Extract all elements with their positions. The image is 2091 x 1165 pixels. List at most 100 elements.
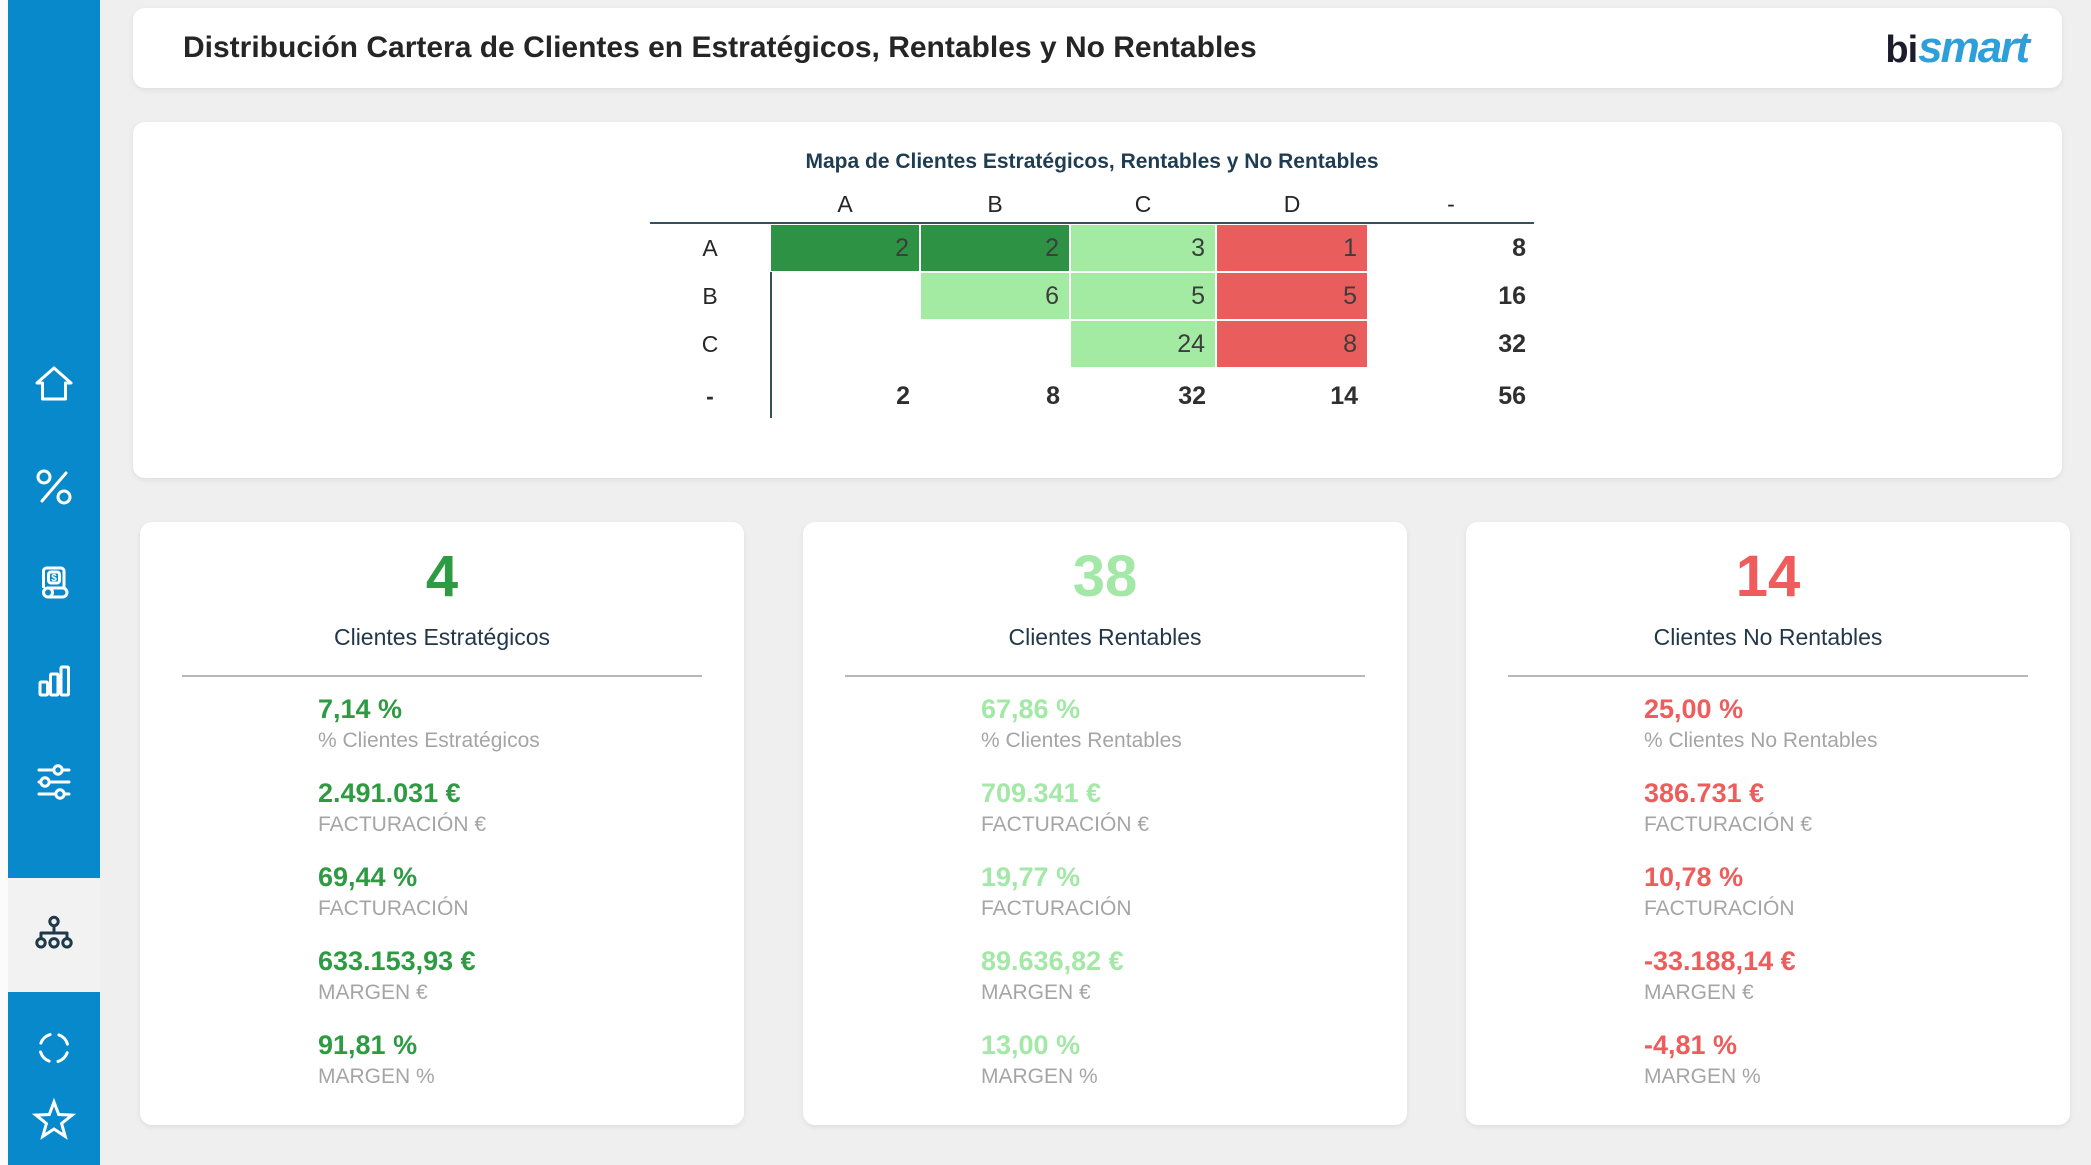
matrix-row-total: 8 <box>1512 233 1526 262</box>
sidebar-item-org-chart[interactable] <box>8 878 100 992</box>
sidebar-item-sliders[interactable] <box>8 750 100 814</box>
metric-label: FACTURACIÓN € <box>1644 813 1813 836</box>
metric: 19,77 % FACTURACIÓN <box>981 859 1407 943</box>
header-bar: Distribución Cartera de Clientes en Estr… <box>133 8 2062 88</box>
sidebar-item-invoice[interactable]: $ <box>8 552 100 616</box>
bar-chart-icon <box>38 665 70 697</box>
metric: 709.341 € FACTURACIÓN € <box>981 775 1407 859</box>
matrix-col-header: D <box>1216 186 1368 224</box>
bismart-logo: bi smart <box>1885 23 2030 73</box>
matrix-cell[interactable] <box>770 320 920 368</box>
left-gutter <box>0 0 8 1165</box>
star-icon <box>31 1097 77 1140</box>
matrix-cell[interactable]: 2 <box>770 224 920 272</box>
kpi-title: Clientes Rentables <box>1008 624 1202 650</box>
logo-smart-text: smart <box>1918 23 2030 72</box>
metric-value: 25,00 % <box>1644 694 1744 724</box>
matrix-cell[interactable]: 5 <box>1070 272 1216 320</box>
metric-label: FACTURACIÓN <box>318 897 469 920</box>
matrix-cell[interactable]: 8 <box>1216 320 1368 368</box>
sidebar-item-sync[interactable] <box>8 1016 100 1080</box>
matrix-cell[interactable]: 6 <box>920 272 1070 320</box>
matrix-cell[interactable]: 1 <box>1216 224 1368 272</box>
matrix-card: Mapa de Clientes Estratégicos, Rentables… <box>133 122 2062 478</box>
metric-label: FACTURACIÓN <box>981 897 1132 920</box>
kpi-big-value: 4 <box>425 544 459 609</box>
metric-value: 19,77 % <box>981 862 1081 892</box>
kpi-title: Clientes No Rentables <box>1653 624 1883 650</box>
invoice-dollar-icon: $ <box>42 566 69 599</box>
matrix-col-header: B <box>920 186 1070 224</box>
matrix-cell[interactable]: 5 <box>1216 272 1368 320</box>
metric-label: FACTURACIÓN <box>1644 897 1795 920</box>
metric-value: 91,81 % <box>318 1030 418 1060</box>
page-title: Distribución Cartera de Clientes en Estr… <box>183 31 1885 65</box>
matrix-cell[interactable]: 2 <box>920 224 1070 272</box>
metric-value: 386.731 € <box>1644 778 1765 808</box>
metric-value: 2.491.031 € <box>318 778 461 808</box>
metric-value: 69,44 % <box>318 862 418 892</box>
matrix-row-total: 16 <box>1498 281 1526 310</box>
metric-value: 7,14 % <box>318 694 403 724</box>
kpi-metric-list: 67,86 % % Clientes Rentables 709.341 € FAC… <box>803 691 1407 1111</box>
sidebar-item-bar-chart[interactable] <box>8 648 100 712</box>
svg-text:$: $ <box>51 573 57 584</box>
metric-value: 89.636,82 € <box>981 946 1124 976</box>
matrix-col-total: 2 <box>770 368 920 418</box>
matrix-grid: A B C D - A 2 2 3 1 8 B 6 5 5 16 <box>650 186 1534 418</box>
matrix-col-header: A <box>770 186 920 224</box>
dashed-circle-icon <box>38 1032 70 1064</box>
logo-bi-text: bi <box>1885 29 1918 71</box>
matrix-cell[interactable] <box>770 272 920 320</box>
metric-value: 633.153,93 € <box>318 946 476 976</box>
metric-value: 67,86 % <box>981 694 1081 724</box>
metric: 89.636,82 € MARGEN € <box>981 943 1407 1027</box>
metric-label: MARGEN € <box>318 981 428 1004</box>
metric-label: FACTURACIÓN € <box>981 813 1150 836</box>
metric-label: MARGEN € <box>981 981 1091 1004</box>
page-title-bold: Estratégicos, Rentables y No Rentables <box>691 31 1257 64</box>
matrix-cell[interactable]: 24 <box>1070 320 1216 368</box>
metric: 13,00 % MARGEN % <box>981 1027 1407 1111</box>
metric-value: 13,00 % <box>981 1030 1081 1060</box>
matrix-col-total: 14 <box>1330 381 1358 410</box>
metric-label: FACTURACIÓN € <box>318 813 487 836</box>
metric-value: -4,81 % <box>1644 1030 1738 1060</box>
sidebar-item-star[interactable] <box>8 1088 100 1152</box>
metric: 69,44 % FACTURACIÓN <box>318 859 744 943</box>
metric: 67,86 % % Clientes Rentables <box>981 691 1407 775</box>
kpi-card-estrategicos: 4 Clientes Estratégicos 7,14 % % Clientes… <box>140 522 744 1125</box>
matrix-corner <box>650 186 770 224</box>
sidebar-item-percent[interactable] <box>8 455 100 519</box>
kpi-title: Clientes Estratégicos <box>333 624 551 650</box>
matrix-cell[interactable]: 3 <box>1070 224 1216 272</box>
sidebar-item-home[interactable] <box>8 353 100 417</box>
matrix-row-total: 32 <box>1498 329 1526 358</box>
kpi-big-value: 38 <box>1072 544 1138 609</box>
metric-label: % Clientes No Rentables <box>1644 729 1878 752</box>
matrix-visual: Mapa de Clientes Estratégicos, Rentables… <box>650 142 1534 418</box>
matrix-col-total: 32 <box>1178 381 1206 410</box>
metric: 633.153,93 € MARGEN € <box>318 943 744 1027</box>
metric-value: -33.188,14 € <box>1644 946 1796 976</box>
metric: -33.188,14 € MARGEN € <box>1644 943 2070 1027</box>
metric-label: % Clientes Rentables <box>981 729 1182 752</box>
org-chart-icon <box>35 915 73 949</box>
metric-label: MARGEN € <box>1644 981 1754 1004</box>
card-divider <box>845 675 1365 677</box>
sliders-icon <box>37 764 71 800</box>
metric: 386.731 € FACTURACIÓN € <box>1644 775 2070 859</box>
metric: -4,81 % MARGEN % <box>1644 1027 2070 1111</box>
matrix-col-total: 8 <box>1046 381 1060 410</box>
percent-icon <box>36 469 72 505</box>
metric-value: 709.341 € <box>981 778 1102 808</box>
matrix-totals-label: - <box>706 382 714 409</box>
matrix-row-header: C <box>701 330 719 357</box>
matrix-row-header: B <box>702 282 718 309</box>
kpi-card-no-rentables: 14 Clientes No Rentables 25,00 % % Client… <box>1466 522 2070 1125</box>
matrix-cell[interactable] <box>920 320 1070 368</box>
metric-label: MARGEN % <box>318 1065 435 1088</box>
metric-label: % Clientes Estratégicos <box>318 729 540 752</box>
metric: 91,81 % MARGEN % <box>318 1027 744 1111</box>
